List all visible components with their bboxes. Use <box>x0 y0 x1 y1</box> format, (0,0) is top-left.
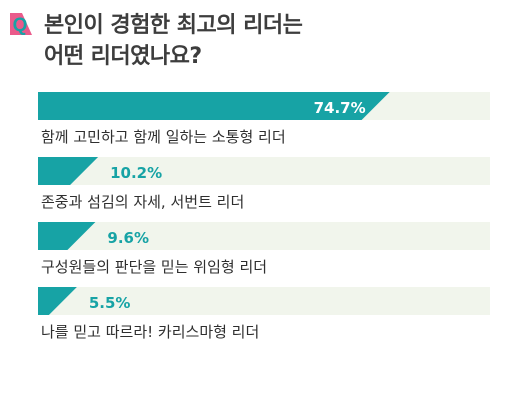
question-title-line-2: 어떤 리더였나요? <box>44 44 202 69</box>
bar-track <box>38 287 490 315</box>
value-label: 9.6% <box>107 229 149 247</box>
value-label: 10.2% <box>110 164 162 182</box>
bar-track <box>38 222 490 250</box>
question-header: Q 본인이 경험한 최고의 리더는 어떤 리더였나요? <box>6 10 516 80</box>
category-label: 존중과 섬김의 자세, 서번트 리더 <box>41 193 244 211</box>
value-label: 74.7% <box>314 99 366 117</box>
bar-1 <box>38 92 390 120</box>
question-title: 본인이 경험한 최고의 리더는 어떤 리더였나요? <box>44 10 303 72</box>
bar-track <box>38 92 490 120</box>
bar-track <box>38 157 490 185</box>
bar-3 <box>38 222 96 250</box>
value-label: 5.5% <box>89 294 131 312</box>
category-label: 함께 고민하고 함께 일하는 소통형 리더 <box>41 128 286 146</box>
question-title-line-1: 본인이 경험한 최고의 리더는 <box>44 13 303 38</box>
bar-4 <box>38 287 77 315</box>
bar-2 <box>38 157 99 185</box>
svg-text:Q: Q <box>13 15 28 36</box>
category-label: 구성원들의 판단을 믿는 위임형 리더 <box>41 258 267 276</box>
category-label: 나를 믿고 따르라! 카리스마형 리더 <box>41 323 259 341</box>
q-badge-icon: Q <box>10 13 32 36</box>
